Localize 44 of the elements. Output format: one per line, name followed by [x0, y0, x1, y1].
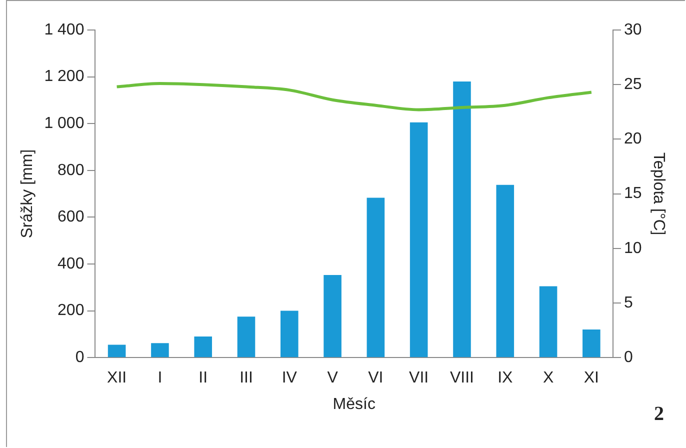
y-tick-label: 400 — [58, 255, 84, 272]
bar — [496, 184, 514, 358]
x-tick-label: X — [542, 370, 554, 387]
y2-tick-label: 20 — [624, 130, 642, 148]
y2-tick-label: 0 — [624, 349, 634, 366]
bar — [410, 122, 428, 358]
y-tick-label: 600 — [58, 208, 84, 226]
x-tick-label: IV — [282, 370, 298, 387]
x-tick-label: VI — [368, 370, 384, 387]
bar — [108, 344, 126, 358]
y-tick-label: 1 000 — [44, 115, 84, 132]
x-tick-label: I — [158, 370, 162, 387]
x-axis-title: Měsíc — [332, 396, 376, 413]
bar — [194, 336, 212, 358]
bar — [237, 316, 256, 358]
bar — [582, 330, 600, 358]
y-tick-label: 200 — [58, 302, 84, 320]
y-tick-label: 1 400 — [44, 21, 84, 38]
text: 2 — [654, 403, 664, 426]
bar — [453, 81, 471, 358]
bar — [539, 286, 558, 358]
x-tick-label: VIII — [450, 370, 474, 387]
line-series — [115, 82, 593, 112]
bar — [280, 310, 298, 358]
bar — [324, 275, 342, 358]
x-tick-label: XI — [584, 370, 599, 387]
y2-tick-label: 15 — [624, 185, 642, 202]
y-axis-title: Srážky [mm] — [19, 149, 36, 238]
y2-tick-label: 5 — [624, 294, 634, 312]
y2-tick-label: 30 — [624, 21, 642, 38]
x-tick-label: V — [327, 370, 338, 387]
bar — [151, 343, 169, 358]
y2-tick-label: 10 — [624, 240, 642, 257]
y-tick-label: 1 200 — [44, 68, 84, 86]
x-tick-label: IX — [498, 370, 514, 387]
y2-tick-label: 25 — [624, 76, 642, 94]
x-tick-label: XII — [107, 370, 127, 387]
y-tick-label: 0 — [75, 349, 84, 366]
x-tick-label: II — [198, 370, 208, 387]
x-tick-label: VII — [409, 370, 429, 387]
x-tick-label: III — [240, 370, 253, 387]
y-tick-label: 800 — [58, 162, 84, 179]
bar — [366, 198, 385, 358]
y2-axis-title: Teplota [°C] — [650, 152, 667, 236]
